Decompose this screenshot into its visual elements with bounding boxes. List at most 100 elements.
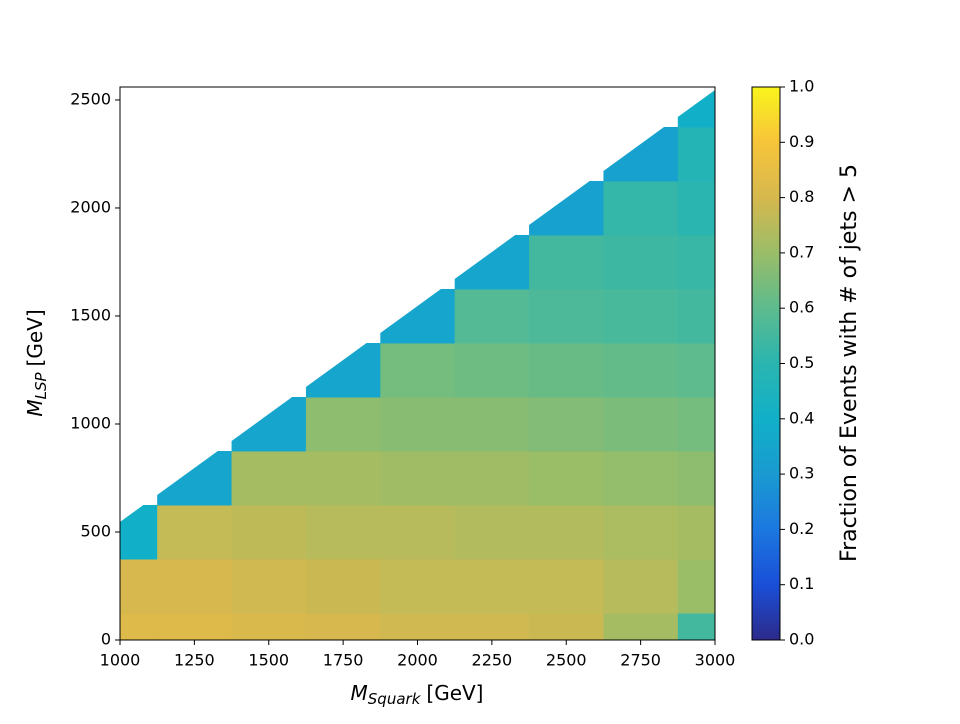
- colorbar-tick-label: 0.5: [789, 353, 814, 372]
- x-tick-label: 3000: [695, 651, 736, 670]
- heat-cell: [529, 342, 604, 398]
- colorbar-tick-label: 1.0: [789, 77, 814, 96]
- heat-cell: [305, 504, 381, 560]
- x-tick-label: 2000: [397, 651, 438, 670]
- heat-cell: [677, 89, 715, 128]
- heat-cell: [120, 504, 158, 560]
- heat-cell: [454, 342, 530, 398]
- heat-cell: [454, 504, 530, 560]
- y-tick-label: 0: [101, 630, 111, 649]
- y-label-main: M: [23, 399, 47, 416]
- x-label-unit: [GeV]: [426, 681, 483, 705]
- heat-cell: [157, 504, 233, 560]
- heat-cell: [529, 558, 604, 614]
- heat-cell: [157, 558, 233, 614]
- heat-cell: [454, 612, 530, 640]
- heat-cell: [603, 558, 679, 614]
- colorbar-tick-label: 0.3: [789, 464, 814, 483]
- heat-cell: [454, 288, 530, 344]
- colorbar-label: Fraction of Events with # of jets > 5: [837, 164, 862, 562]
- colorbar: [751, 86, 781, 641]
- heat-cell: [120, 612, 158, 640]
- heat-cell: [157, 612, 233, 640]
- heat-cell: [305, 396, 381, 452]
- heat-cell: [677, 288, 715, 344]
- x-label-main: M: [351, 681, 368, 705]
- heat-cell: [529, 450, 604, 506]
- heat-cell: [529, 396, 604, 452]
- heat-cell: [157, 450, 233, 506]
- heat-cell: [603, 180, 679, 236]
- heat-cell: [677, 126, 715, 182]
- y-label-sub: LSP: [32, 372, 50, 400]
- heat-cell: [231, 558, 307, 614]
- colorbar-tick-label: 0.6: [789, 298, 814, 317]
- x-tick-label: 2250: [472, 651, 513, 670]
- y-tick-label: 1000: [70, 413, 111, 432]
- heat-cell: [677, 342, 715, 398]
- x-tick-label: 2500: [546, 651, 587, 670]
- colorbar-tick-label: 0.4: [789, 408, 814, 427]
- heat-cell: [603, 288, 679, 344]
- x-label-sub: Squark: [368, 690, 422, 708]
- heat-cell: [677, 234, 715, 290]
- heatmap-field: [120, 89, 715, 640]
- colorbar-tick-label: 0.2: [789, 519, 814, 538]
- heat-cell: [529, 612, 604, 640]
- heat-cell: [231, 450, 307, 506]
- x-tick-label: 2750: [620, 651, 661, 670]
- y-tick-label: 2000: [70, 197, 111, 216]
- heat-cell: [454, 450, 530, 506]
- heat-cell: [380, 450, 456, 506]
- heat-cell: [380, 342, 456, 398]
- heat-cell: [380, 288, 456, 344]
- heat-cell: [529, 234, 604, 290]
- y-tick-label: 1500: [70, 305, 111, 324]
- x-tick-label: 1500: [248, 651, 289, 670]
- heat-cell: [603, 396, 679, 452]
- colorbar-tick-label: 0.1: [789, 574, 814, 593]
- heat-cell: [305, 342, 381, 398]
- heat-cell: [603, 450, 679, 506]
- x-tick-label: 1000: [100, 651, 141, 670]
- heat-cell: [677, 396, 715, 452]
- heat-cell: [380, 396, 456, 452]
- heat-cell: [603, 234, 679, 290]
- heat-cell: [677, 450, 715, 506]
- heat-cell: [380, 612, 456, 640]
- y-label-unit: [GeV]: [23, 309, 47, 366]
- heat-cell: [603, 612, 679, 640]
- x-tick-label: 1750: [323, 651, 364, 670]
- y-tick-label: 2500: [70, 89, 111, 108]
- heat-cell: [677, 504, 715, 560]
- heat-cell: [603, 126, 679, 182]
- heat-cell: [529, 504, 604, 560]
- heat-cell: [529, 180, 604, 236]
- heat-cell: [454, 234, 530, 290]
- heat-cell: [454, 396, 530, 452]
- heat-cell: [305, 612, 381, 640]
- y-tick-label: 500: [80, 521, 111, 540]
- heat-cell: [380, 504, 456, 560]
- heat-cell: [677, 180, 715, 236]
- heat-cell: [454, 558, 530, 614]
- heat-cell: [120, 558, 158, 614]
- heat-cell: [529, 288, 604, 344]
- heat-cell: [231, 612, 307, 640]
- heat-cell: [231, 396, 307, 452]
- heat-cell: [305, 558, 381, 614]
- y-axis-label: MLSP [GeV]: [23, 309, 50, 416]
- heat-cell: [677, 558, 715, 614]
- heat-cell: [603, 342, 679, 398]
- heat-cell: [305, 450, 381, 506]
- colorbar-tick-label: 0.8: [789, 187, 814, 206]
- heat-cell: [677, 612, 715, 640]
- heat-cell: [380, 558, 456, 614]
- colorbar-tick-label: 0.7: [789, 242, 814, 261]
- x-axis-label: MSquark [GeV]: [351, 681, 484, 708]
- colorbar-tick-label: 0.9: [789, 132, 814, 151]
- heat-cell: [231, 504, 307, 560]
- colorbar-tick-label: 0.0: [789, 630, 814, 649]
- heat-cell: [603, 504, 679, 560]
